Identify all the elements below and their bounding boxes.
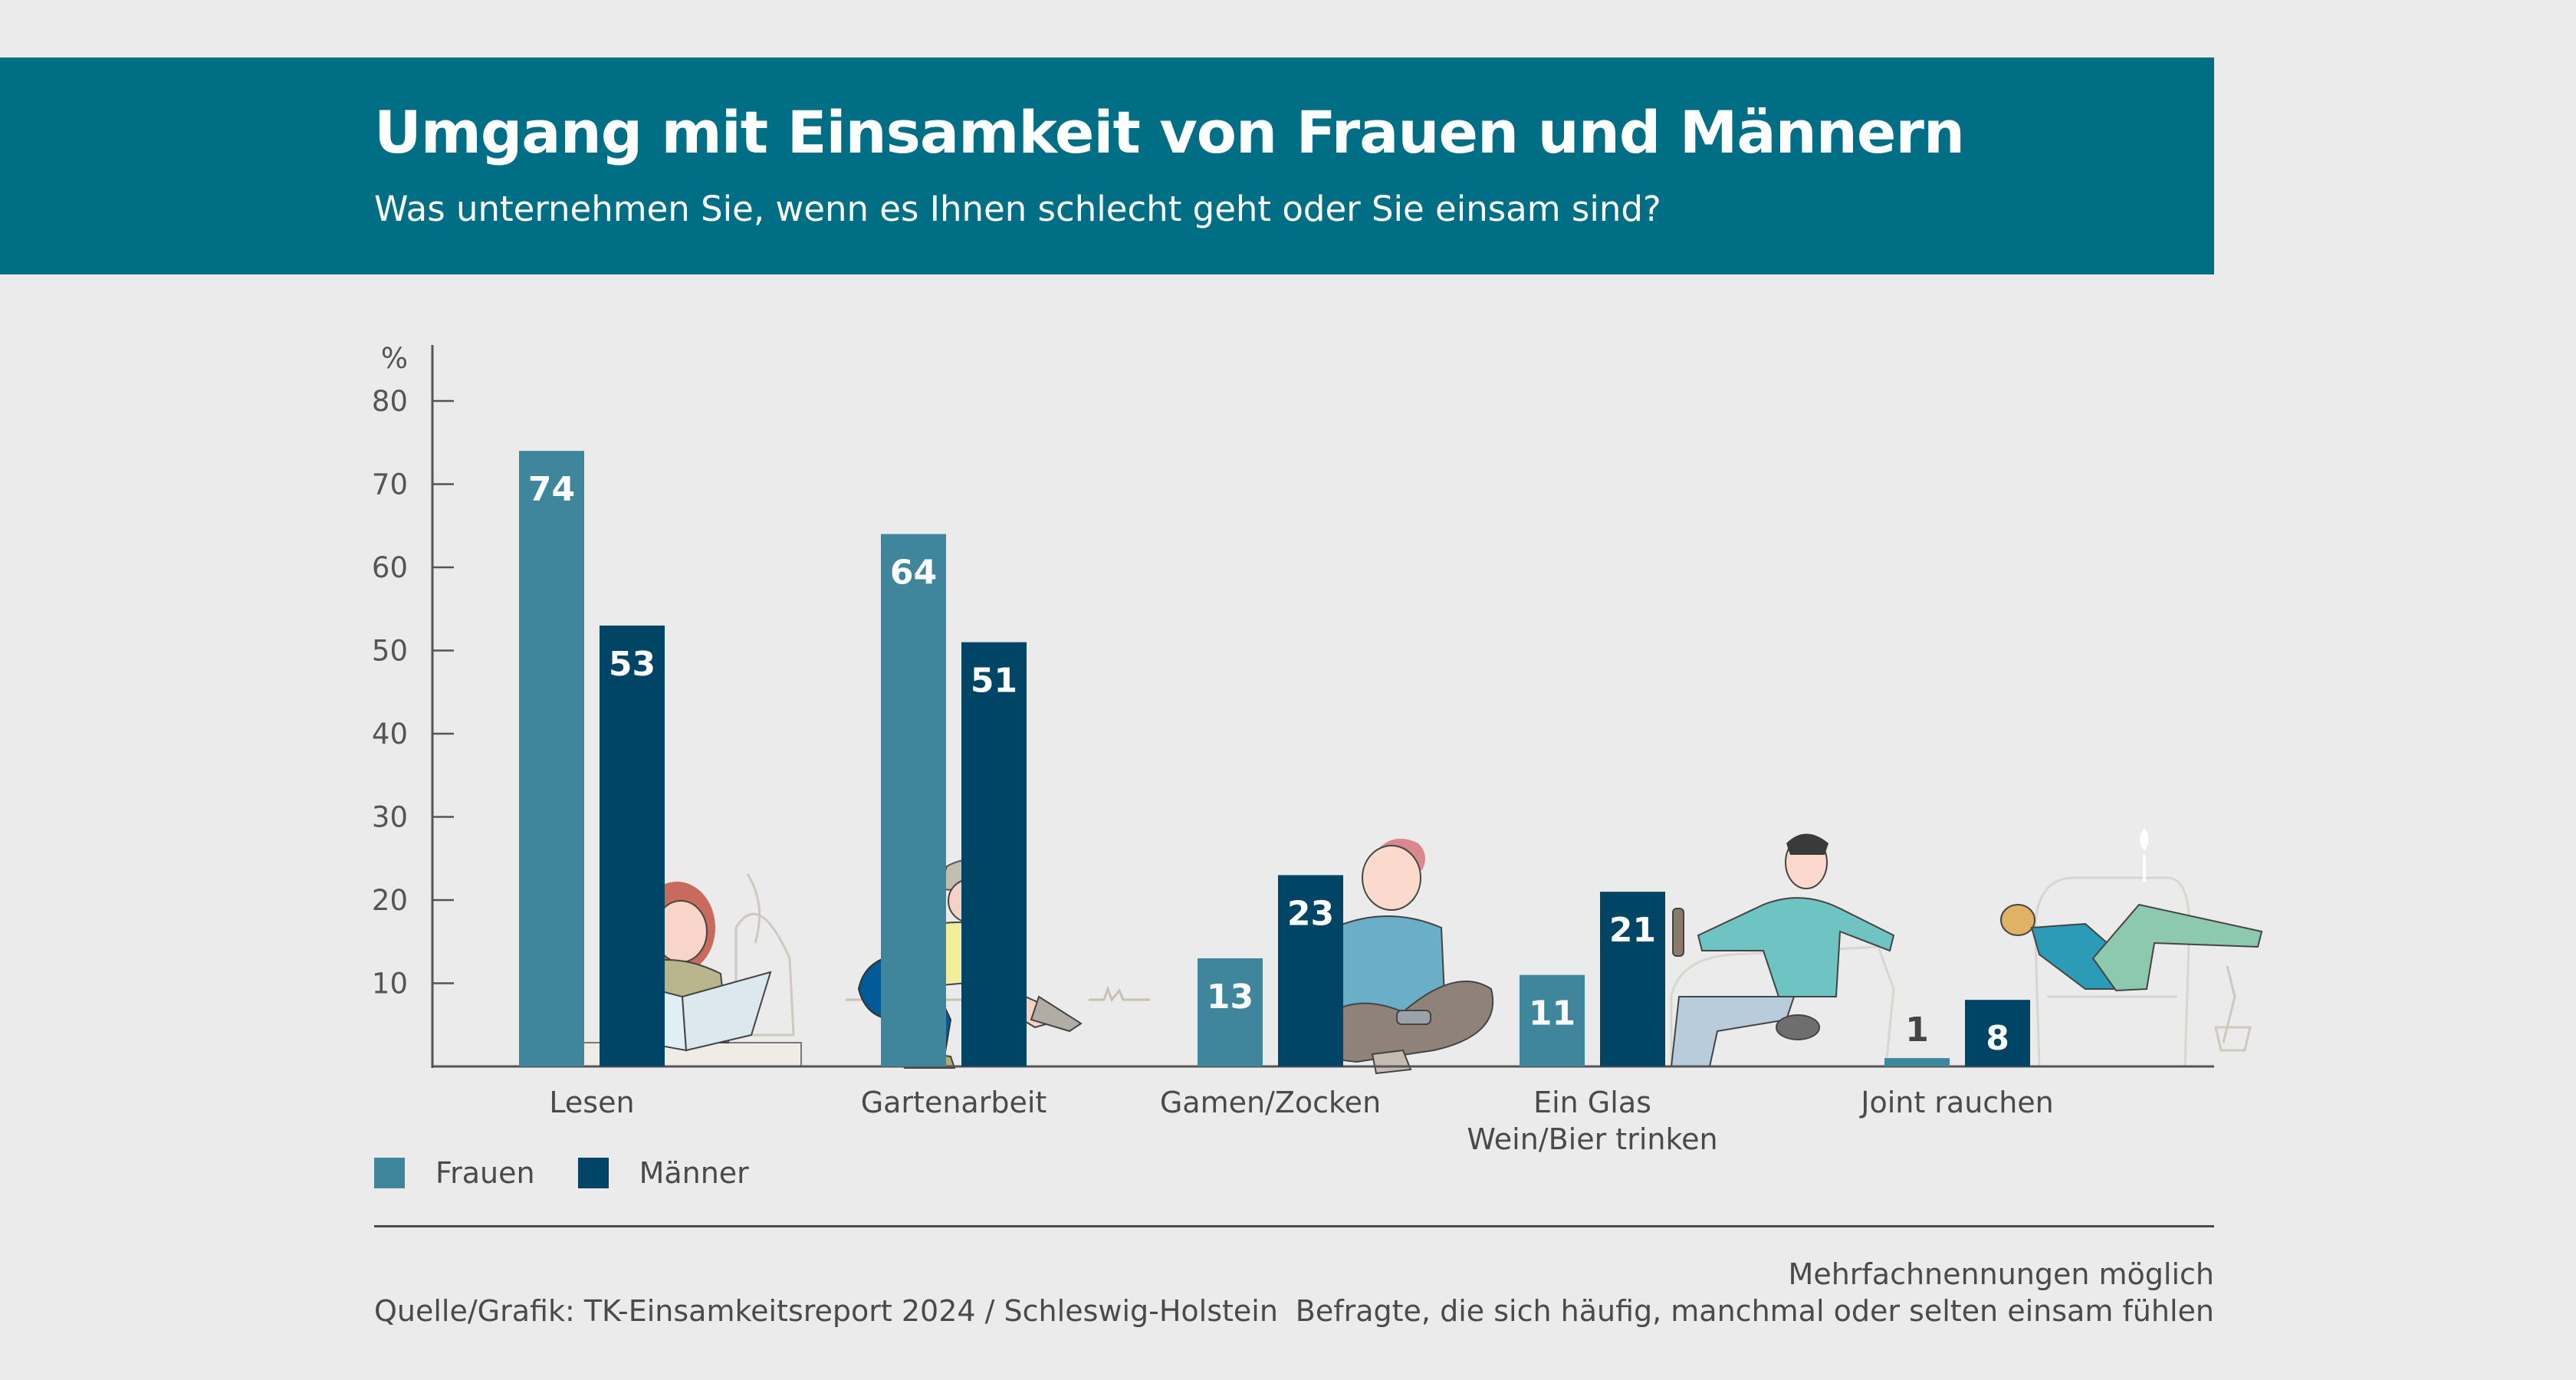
bar-value-label: 11: [1529, 994, 1576, 1033]
bar-value-label: 21: [1609, 911, 1656, 950]
person-smoking-in-armchair-icon: [2000, 828, 2263, 1068]
bar-maenner: [1600, 892, 1665, 1066]
chart-title: Umgang mit Einsamkeit von Frauen und Män…: [374, 98, 1965, 166]
y-ticks: 10 20 30 40 50 60 70 80: [372, 385, 454, 1001]
x-category-label: Wein/Bier trinken: [1467, 1122, 1717, 1156]
chart-subtitle: Was unternehmen Sie, wenn es Ihnen schle…: [374, 189, 1661, 229]
y-tick-label: 20: [372, 884, 408, 917]
x-category-label: Joint rauchen: [1859, 1086, 2054, 1119]
footnote-multiple-answers: Mehrfachnennungen möglich: [1788, 1257, 2214, 1291]
bar-value-label: 64: [890, 554, 937, 593]
legend-label-frauen: Frauen: [435, 1156, 535, 1190]
y-tick-label: 60: [372, 551, 408, 584]
y-tick-label: 50: [372, 635, 408, 668]
legend-item-maenner: Männer: [577, 1156, 749, 1190]
bar-frauen: [1198, 958, 1263, 1066]
legend-swatch-frauen: [374, 1158, 405, 1188]
bar-value-label: 13: [1207, 978, 1254, 1017]
source-text: Quelle/Grafik: TK-Einsamkeitsreport 2024…: [374, 1294, 1278, 1328]
bar-value-label: 1: [1905, 1010, 1929, 1050]
bar-maenner: [1965, 1000, 2030, 1066]
bars: 74 53 64 51 13 23 11 21 1 8: [519, 451, 2030, 1066]
bar-frauen: [1884, 1058, 1950, 1066]
legend: Frauen Männer: [374, 1156, 792, 1190]
bar-maenner: [961, 642, 1027, 1066]
category-labels: Lesen Gartenarbeit Gamen/Zocken Ein GlasWei…: [549, 1086, 2053, 1156]
bar-frauen: [519, 451, 584, 1066]
y-tick-label: 10: [372, 968, 408, 1001]
legend-swatch-maenner: [577, 1158, 609, 1188]
bar-value-label: 74: [528, 470, 575, 509]
y-tick-label: 30: [372, 801, 408, 834]
bar-value-label: 8: [1986, 1019, 2009, 1058]
man-drinking-beer-on-sofa-icon: [1670, 833, 1895, 1068]
bar-maenner: [600, 625, 665, 1066]
footer-divider: [374, 1225, 2214, 1227]
woman-reading-book-icon: [551, 873, 802, 1067]
legend-item-frauen: Frauen: [374, 1156, 535, 1190]
bar-frauen: [881, 534, 946, 1066]
bar-frauen: [1520, 974, 1585, 1066]
bar-value-label: 23: [1287, 894, 1334, 933]
header-banner: [0, 58, 2214, 274]
footnote-respondents: Befragte, die sich häufig, manchmal oder…: [1295, 1294, 2214, 1328]
y-tick-label: 40: [372, 718, 408, 751]
y-axis-unit-label: %: [381, 342, 408, 375]
y-tick-label: 80: [372, 385, 408, 418]
x-category-label: Gartenarbeit: [861, 1086, 1047, 1119]
bar-value-label: 53: [609, 645, 656, 684]
legend-label-maenner: Männer: [639, 1156, 749, 1190]
bar-maenner: [1278, 875, 1343, 1066]
man-playing-video-games-icon: [1309, 838, 1494, 1075]
x-category-label: Lesen: [549, 1086, 634, 1119]
x-category-label: Gamen/Zocken: [1160, 1086, 1381, 1119]
y-tick-label: 70: [372, 468, 408, 501]
bar-value-label: 51: [971, 662, 1017, 701]
x-category-label: Ein Glas: [1533, 1086, 1651, 1119]
